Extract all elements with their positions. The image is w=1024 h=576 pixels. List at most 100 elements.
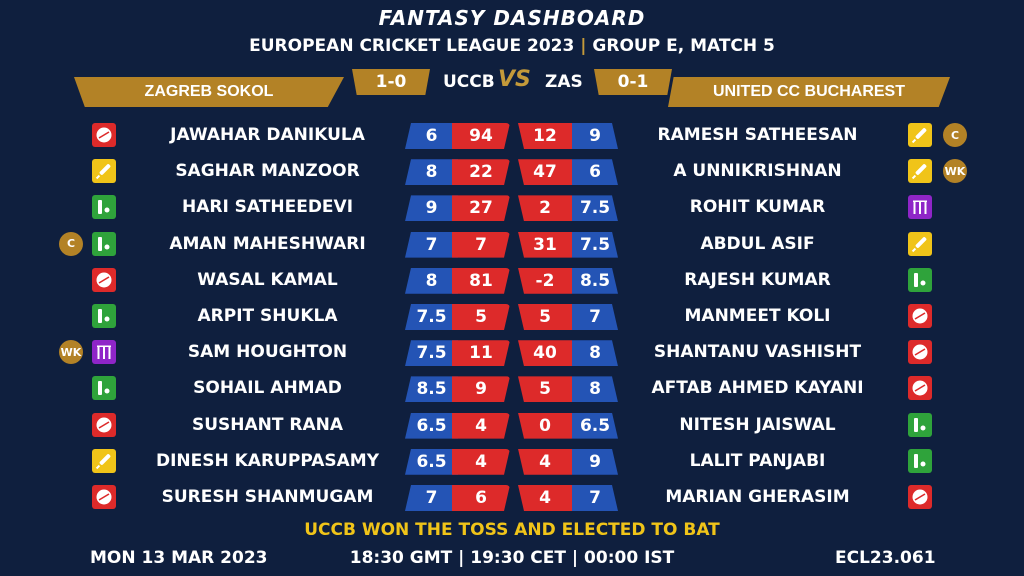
right-player-name: AFTAB AHMED KAYANI: [651, 378, 864, 399]
left-credit-value: 7.5: [405, 340, 458, 367]
left-player-name: WASAL KAMAL: [197, 269, 338, 290]
right-credit-value: 9: [572, 449, 618, 475]
right-player-name: ROHIT KUMAR: [689, 197, 826, 218]
right-player-name: MARIAN GHERASIM: [665, 487, 850, 507]
batsman-icon: [908, 231, 932, 256]
left-player-name: HARI SATHEEDEVI: [181, 197, 354, 218]
left-points-value: 4: [452, 449, 510, 475]
bowler-icon: [92, 485, 116, 509]
batsman-icon: [92, 159, 116, 184]
right-points-value: 0: [518, 412, 572, 439]
right-points-value: -2: [518, 267, 572, 294]
right-points-value: 5: [518, 376, 572, 403]
left-player-name: JAWAHAR DANIKULA: [170, 125, 365, 145]
right-credit-value: 8: [572, 376, 618, 402]
bowler-icon: [92, 123, 116, 147]
left-role-badge: C: [59, 231, 83, 256]
right-credit-value: 7: [572, 304, 618, 330]
left-credit-value: 8: [405, 267, 458, 294]
wicketkeeper-icon: [908, 195, 932, 220]
bowler-icon: [908, 304, 932, 328]
allrounder-icon: [92, 195, 116, 220]
right-credit-value: 6: [572, 159, 618, 185]
team-left-abbr: UCCB: [443, 72, 495, 92]
player-row: ARPIT SHUKLA 7.5 5 5 7 MANMEET KOLI: [0, 301, 1024, 333]
match-time: 18:30 GMT | 19:30 CET | 00:00 IST: [349, 548, 675, 568]
right-points-value: 4: [518, 448, 572, 475]
player-row: JAWAHAR DANIKULA 6 94 12 9 RAMESH SATHEE…: [0, 120, 1024, 152]
wicketkeeper-icon: [92, 340, 116, 365]
left-points-value: 5: [452, 304, 510, 330]
left-player-name: SAGHAR MANZOOR: [175, 161, 360, 182]
right-role-badge: WK: [943, 159, 967, 184]
right-credit-value: 8: [572, 340, 618, 366]
right-credit-value: 6.5: [572, 413, 618, 439]
left-points-value: 9: [452, 376, 510, 402]
bowler-icon: [92, 412, 116, 437]
left-points-value: 7: [452, 232, 510, 258]
team-left-score: 1-0: [352, 69, 430, 95]
left-credit-value: 8.5: [405, 376, 458, 403]
left-player-name: AMAN MAHESHWARI: [169, 233, 366, 254]
right-points-value: 47: [518, 159, 572, 186]
match-date: MON 13 MAR 2023: [90, 548, 268, 568]
allrounder-icon: [92, 231, 116, 256]
bowler-icon: [908, 485, 932, 509]
league-name: EUROPEAN CRICKET LEAGUE 2023: [249, 36, 575, 56]
left-points-value: 6: [452, 485, 510, 511]
left-points-value: 94: [452, 123, 510, 149]
left-points-value: 27: [452, 195, 510, 221]
batsman-icon: [92, 448, 116, 473]
right-role-badge: C: [943, 123, 967, 147]
left-credit-value: 6: [405, 123, 458, 149]
player-row: SAGHAR MANZOOR 8 22 47 6 A UNNIKRISHNAN …: [0, 156, 1024, 188]
right-player-name: ABDUL ASIF: [700, 233, 815, 254]
batsman-icon: [908, 123, 932, 147]
right-points-value: 5: [518, 304, 572, 330]
right-credit-value: 8.5: [572, 268, 618, 294]
right-points-value: 12: [518, 123, 572, 149]
right-player-name: RAJESH KUMAR: [684, 269, 831, 290]
allrounder-icon: [908, 412, 932, 437]
left-points-value: 11: [452, 340, 510, 366]
player-row: SURESH SHANMUGAM 7 6 4 7 MARIAN GHERASIM: [0, 482, 1024, 514]
left-player-name: SURESH SHANMUGAM: [161, 487, 374, 507]
left-points-value: 81: [452, 268, 510, 294]
left-points-value: 22: [452, 159, 510, 185]
left-credit-value: 7: [405, 485, 458, 511]
allrounder-icon: [92, 304, 116, 328]
bowler-icon: [92, 267, 116, 292]
left-credit-value: 7.5: [405, 304, 458, 330]
right-points-value: 4: [518, 485, 572, 511]
team-right-score: 0-1: [594, 69, 672, 95]
player-row: DINESH KARUPPASAMY 6.5 4 4 9 LALIT PANJA…: [0, 446, 1024, 478]
left-player-name: SAM HOUGHTON: [187, 342, 348, 363]
page-title: FANTASY DASHBOARD: [378, 6, 646, 30]
match-code: ECL23.061: [835, 548, 936, 568]
left-credit-value: 6.5: [405, 448, 458, 475]
bowler-icon: [908, 376, 932, 401]
right-credit-value: 9: [572, 123, 618, 149]
subtitle-separator: |: [580, 36, 587, 56]
right-player-name: MANMEET KOLI: [684, 306, 831, 326]
right-points-value: 31: [518, 231, 572, 258]
left-credit-value: 8: [405, 159, 458, 186]
left-credit-value: 7: [405, 231, 458, 258]
vs-label: VS: [498, 67, 531, 92]
right-credit-value: 7.5: [572, 195, 618, 221]
allrounder-icon: [908, 448, 932, 473]
left-credit-value: 9: [405, 195, 458, 222]
left-player-name: ARPIT SHUKLA: [197, 306, 338, 326]
left-credit-value: 6.5: [405, 412, 458, 439]
player-row: SUSHANT RANA 6.5 4 0 6.5 NITESH JAISWAL: [0, 410, 1024, 442]
team-left-banner: ZAGREB SOKOL: [74, 77, 344, 107]
toss-result: UCCB WON THE TOSS AND ELECTED TO BAT: [304, 520, 720, 540]
batsman-icon: [908, 159, 932, 184]
left-player-name: SUSHANT RANA: [191, 414, 344, 435]
team-right-banner: UNITED CC BUCHAREST: [668, 77, 950, 107]
player-row: C AMAN MAHESHWARI 7 7 31 7.5 ABDUL ASIF: [0, 229, 1024, 261]
right-player-name: NITESH JAISWAL: [679, 414, 836, 435]
bowler-icon: [908, 340, 932, 365]
right-credit-value: 7.5: [572, 232, 618, 258]
allrounder-icon: [92, 376, 116, 401]
